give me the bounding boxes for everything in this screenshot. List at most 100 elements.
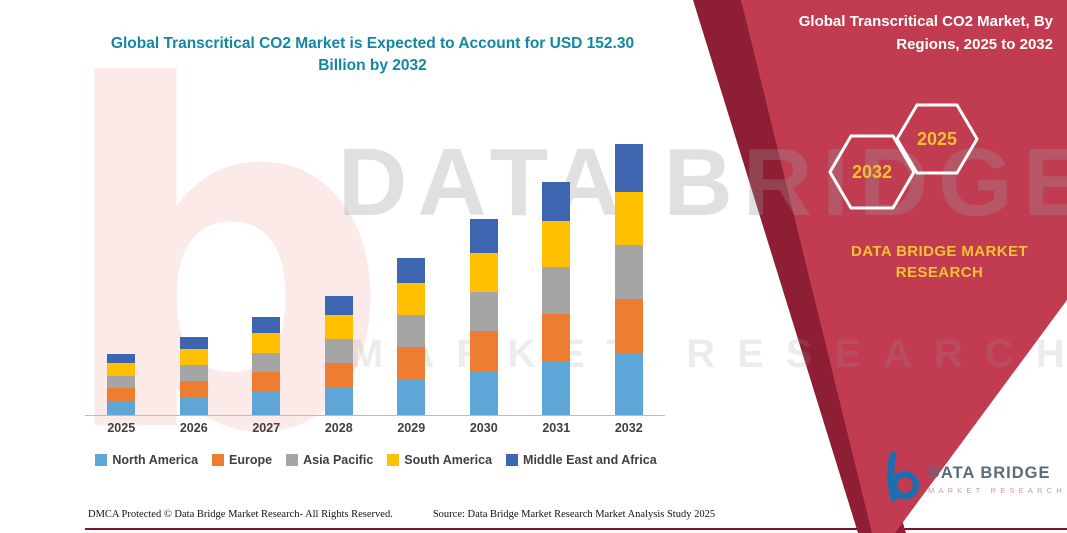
stacked-bar-chart: [85, 130, 665, 416]
x-axis-label-2026: 2026: [179, 421, 208, 435]
legend-label: Europe: [229, 453, 273, 467]
segment-north-america: [252, 391, 281, 415]
x-axis-label-2030: 2030: [469, 421, 498, 435]
segment-north-america: [397, 379, 426, 415]
bar-stack: [107, 354, 136, 415]
bar-column-2031: [520, 130, 593, 415]
bar-stack: [324, 295, 353, 415]
segment-asia-pacific: [542, 267, 571, 314]
bar-stack: [469, 219, 498, 415]
brand-b-watermark: b: [55, 0, 392, 533]
badge-year-end: 2025: [917, 129, 957, 149]
legend-label: North America: [112, 453, 199, 467]
legend-label: Middle East and Africa: [523, 453, 657, 467]
bar-stack: [397, 258, 426, 415]
segment-north-america: [614, 353, 643, 415]
legend-item-north-america: North America: [95, 453, 198, 467]
bar-stack: [179, 336, 208, 415]
chart-title: Global Transcritical CO2 Market is Expec…: [110, 35, 635, 75]
segment-south-america: [469, 252, 498, 293]
bar-stack: [252, 317, 281, 415]
bar-column-2029: [375, 130, 448, 415]
year-hexagon-badges: 2032 2025: [828, 103, 979, 210]
x-axis-label-2031: 2031: [542, 421, 571, 435]
footer: DMCA Protected © Data Bridge Market Rese…: [88, 509, 715, 520]
x-axis-label-2029: 2029: [397, 421, 426, 435]
x-axis-label-2028: 2028: [324, 421, 353, 435]
bar-stack: [614, 143, 643, 415]
legend-swatch-asia-pacific: [286, 454, 299, 466]
segment-europe: [107, 388, 136, 401]
data-bridge-logo-icon: [887, 452, 920, 502]
badge-year-start: 2032: [852, 162, 892, 182]
segment-middle-east-and-africa: [469, 219, 498, 253]
legend-swatch-middle-east-and-africa: [506, 454, 519, 466]
bar-column-2026: [158, 130, 231, 415]
legend-swatch-north-america: [95, 454, 108, 466]
segment-europe: [179, 381, 208, 398]
segment-south-america: [542, 220, 571, 268]
segment-middle-east-and-africa: [107, 354, 136, 364]
segment-middle-east-and-africa: [397, 258, 426, 284]
data-bridge-logo: DATA BRIDGE MARKET RESEARCH: [884, 452, 1066, 504]
segment-north-america: [179, 397, 208, 415]
x-axis-labels: 2025 2026 2027 2028 2029 2030 2031 2032: [85, 421, 665, 435]
segment-asia-pacific: [252, 352, 281, 373]
chart-legend: North America Europe Asia Pacific South Ame…: [70, 453, 682, 467]
legend-item-asia-pacific: Asia Pacific: [286, 453, 373, 467]
segment-asia-pacific: [397, 315, 426, 348]
segment-europe: [542, 313, 571, 362]
segment-europe: [397, 347, 426, 380]
segment-asia-pacific: [469, 292, 498, 332]
segment-middle-east-and-africa: [542, 181, 571, 221]
bar-column-2027: [230, 130, 303, 415]
banner-brand-text: DATA BRIDGE MARKET RESEARCH: [851, 243, 1028, 281]
segment-europe: [324, 363, 353, 388]
segment-asia-pacific: [107, 375, 136, 389]
segment-europe: [614, 298, 643, 354]
segment-europe: [469, 331, 498, 371]
hexagon-2032-outline: [828, 134, 916, 210]
segment-south-america: [107, 363, 136, 376]
segment-asia-pacific: [324, 339, 353, 364]
legend-swatch-europe: [212, 454, 225, 466]
legend-label: South America: [404, 453, 493, 467]
segment-middle-east-and-africa: [179, 336, 208, 350]
segment-north-america: [469, 370, 498, 415]
source-note: Source: Data Bridge Market Research Mark…: [432, 509, 716, 520]
legend-item-south-america: South America: [387, 453, 492, 467]
segment-south-america: [397, 283, 426, 316]
segment-south-america: [179, 349, 208, 366]
x-axis-label-2032: 2032: [614, 421, 643, 435]
bar-column-2030: [448, 130, 521, 415]
bar-column-2032: [593, 130, 666, 415]
segment-middle-east-and-africa: [324, 295, 353, 316]
x-axis-label-2027: 2027: [252, 421, 281, 435]
segment-north-america: [324, 387, 353, 415]
bar-column-2025: [85, 130, 158, 415]
logo-tagline: MARKET RESEARCH: [928, 486, 1066, 495]
segment-asia-pacific: [614, 245, 643, 299]
legend-swatch-south-america: [387, 454, 400, 466]
dmca-notice: DMCA Protected © Data Bridge Market Rese…: [88, 509, 393, 520]
legend-item-europe: Europe: [212, 453, 272, 467]
segment-middle-east-and-africa: [252, 317, 281, 334]
segment-south-america: [614, 191, 643, 246]
bar-column-2028: [303, 130, 376, 415]
segment-europe: [252, 372, 281, 392]
segment-north-america: [542, 361, 571, 415]
logo-name: DATA BRIDGE: [928, 464, 1051, 482]
bottom-rule: [85, 528, 1067, 530]
segment-asia-pacific: [179, 365, 208, 382]
segment-south-america: [252, 333, 281, 353]
legend-item-middle-east-and-africa: Middle East and Africa: [506, 453, 657, 467]
legend-label: Asia Pacific: [303, 453, 374, 467]
hexagon-2025-outline: [895, 103, 979, 175]
segment-middle-east-and-africa: [614, 143, 643, 192]
segment-north-america: [107, 400, 136, 415]
logo-text-block: DATA BRIDGE MARKET RESEARCH: [928, 464, 1066, 495]
segment-south-america: [324, 315, 353, 340]
bar-stack: [542, 181, 571, 415]
banner-title: Global Transcritical CO2 Market, By Regi…: [798, 13, 1053, 54]
